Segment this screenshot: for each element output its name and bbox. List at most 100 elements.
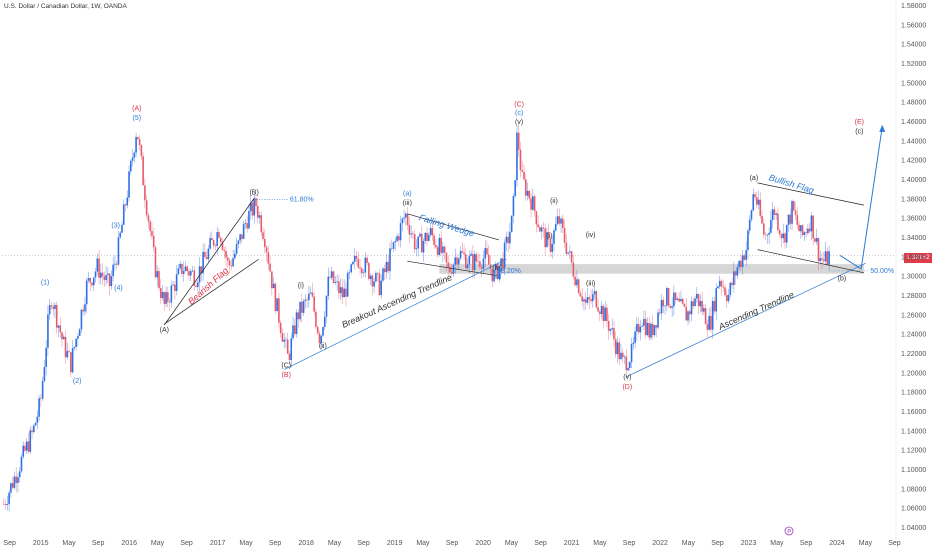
candle-body (121, 224, 123, 233)
candle-body (145, 200, 148, 216)
candle-body (567, 252, 569, 254)
candle-body (741, 255, 744, 267)
candle-body (530, 198, 532, 210)
candle-body (782, 233, 785, 239)
candle-body (590, 299, 592, 302)
candle-body (45, 347, 47, 368)
candle-body (66, 351, 69, 358)
candle-body (219, 237, 222, 242)
candle-body (205, 257, 208, 260)
candle-body (683, 303, 686, 307)
candle-body (308, 293, 310, 301)
candle-body (142, 156, 144, 186)
y-tick-label: 1.14000 (901, 428, 926, 435)
candle-body (353, 255, 356, 262)
candle-body (198, 266, 201, 283)
candle-body (533, 196, 536, 212)
candle-body (52, 306, 55, 309)
candle-body (701, 300, 703, 312)
candle-body (41, 381, 44, 399)
candle-body (688, 311, 691, 315)
candle-body (609, 329, 612, 331)
candle-body (25, 441, 28, 451)
x-tick-label: Sep (92, 540, 105, 547)
candle-body (465, 254, 467, 269)
candle-body (27, 441, 30, 452)
candle-body (616, 342, 619, 355)
candle-body (738, 260, 740, 268)
candle-body (364, 257, 367, 273)
candle-body (182, 271, 185, 274)
candle-body (62, 336, 65, 340)
candle-body (523, 171, 525, 180)
candle-body (22, 445, 25, 457)
candle-body (502, 258, 504, 269)
candle-body (276, 298, 278, 312)
candle-body (221, 241, 224, 250)
candle-body (517, 132, 520, 150)
candle-body (703, 308, 705, 312)
candle-body (436, 247, 439, 255)
candle-body (632, 342, 635, 345)
candle-body (293, 325, 296, 334)
candle-body (359, 267, 361, 269)
candle-body (558, 216, 561, 224)
candle-body (302, 300, 305, 313)
y-axis: 1.58000 1.56000 1.54000 1.52000 1.50000 1.480… (895, 0, 926, 540)
candle-body (528, 190, 531, 199)
candle-body (687, 311, 689, 321)
candle-body (630, 344, 633, 363)
candle-body (524, 179, 527, 196)
candle-body (151, 231, 153, 236)
candle-body (819, 258, 822, 262)
candle-body (708, 315, 710, 330)
candle-body (64, 336, 67, 358)
x-tick-label: May (328, 540, 342, 547)
candle-body (440, 237, 442, 253)
candle-body (61, 332, 63, 340)
candle-body (318, 333, 321, 344)
y-tick-label: 1.38000 (901, 196, 926, 203)
x-tick-label: Sep (180, 540, 193, 547)
bullish-flag-upper-line (757, 182, 864, 206)
falling-wedge-lower-line (407, 260, 498, 277)
candle-body (715, 288, 718, 312)
candle-body (777, 213, 779, 231)
candle-body (348, 272, 351, 273)
candle-body (382, 268, 384, 281)
candle-body (89, 278, 92, 283)
candle-body (313, 296, 315, 312)
candle-body (92, 277, 95, 286)
wave-label-blue: (4) (114, 285, 123, 292)
candle-body (607, 320, 610, 331)
indicator-icon[interactable] (784, 526, 794, 536)
candle-body (459, 251, 462, 259)
candle-body (323, 316, 326, 328)
candle-body (223, 249, 226, 252)
candle-body (327, 276, 330, 296)
candle-body (664, 305, 666, 307)
candle-body (154, 247, 157, 278)
y-tick-label: 1.28000 (901, 293, 926, 300)
candle-body (408, 224, 411, 235)
candle-body (405, 213, 407, 218)
candle-body (821, 258, 823, 260)
bullish-flag-lower-line (757, 249, 864, 274)
candle-body (158, 271, 160, 289)
candle-body (484, 248, 487, 259)
candle-body (249, 202, 252, 212)
candle-body (526, 190, 529, 196)
candle-body (521, 170, 524, 172)
candle-body (383, 268, 386, 273)
candle-body (4, 504, 7, 505)
candle-body (156, 271, 159, 278)
candle-body (637, 323, 640, 333)
candle-body (551, 243, 554, 252)
candle-body (493, 270, 495, 282)
candle-body (253, 198, 256, 216)
candle-body (209, 238, 211, 249)
candle-body (576, 279, 578, 286)
candle-body (338, 281, 340, 294)
candle-body (144, 185, 146, 201)
